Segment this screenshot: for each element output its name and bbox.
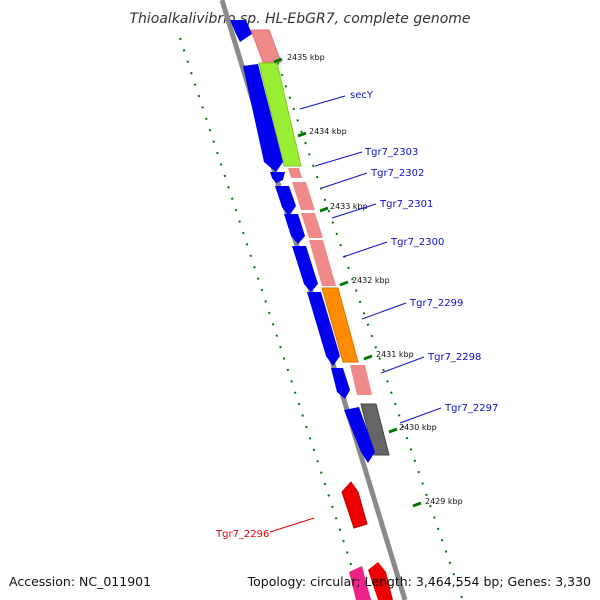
kbp-tick <box>319 206 329 213</box>
leader-line <box>314 151 363 167</box>
kbp-tick <box>412 501 422 508</box>
leader-line <box>399 407 442 424</box>
gene-label-Tgr7_2301: Tgr7_2301 <box>379 199 433 210</box>
cds-arrow <box>284 214 305 244</box>
blue-cds-track <box>230 20 375 463</box>
pink-gene-block <box>292 182 315 210</box>
leader-line <box>331 203 377 219</box>
secY-gene-block <box>258 62 302 167</box>
pink-gene-block <box>288 168 302 178</box>
gene-label-Tgr7_2298: Tgr7_2298 <box>427 352 481 363</box>
cds-arrow <box>331 368 350 399</box>
kbp-tick <box>339 280 349 287</box>
map-title: Thioalkalivibrio sp. HL-EbGR7, complete … <box>129 11 470 27</box>
kbp-scale: 2435 kbp 2434 kbp 2433 kbp 2432 kbp 2431… <box>273 53 463 508</box>
kbp-label: 2430 kbp <box>399 423 437 432</box>
leader-line <box>342 241 388 258</box>
leader-line <box>321 172 368 189</box>
kbp-label: 2429 kbp <box>425 497 463 506</box>
gene-label-Tgr7_2296: Tgr7_2296 <box>215 529 269 540</box>
kbp-tick <box>388 427 398 434</box>
cds-arrow <box>307 292 340 366</box>
leader-line <box>380 356 425 374</box>
kbp-tick <box>297 131 307 138</box>
leader-line <box>299 95 346 110</box>
leader-line <box>361 302 407 320</box>
cds-arrow <box>344 407 375 463</box>
kbp-tick <box>273 57 283 64</box>
pink-gene-block <box>250 29 282 63</box>
gene-label-Tgr7_2302: Tgr7_2302 <box>370 168 424 179</box>
cds-arrow <box>275 186 296 216</box>
red-gene-block-bottom <box>368 562 393 600</box>
kbp-label: 2431 kbp <box>376 350 414 359</box>
gene-labels: secY Tgr7_2303 Tgr7_2302 Tgr7_2301 Tgr7_… <box>215 90 498 540</box>
kbp-label: 2435 kbp <box>287 53 325 62</box>
kbp-label: 2432 kbp <box>352 276 390 285</box>
kbp-label: 2434 kbp <box>309 127 347 136</box>
orange-gene-block <box>321 287 359 363</box>
cds-arrow <box>243 64 283 172</box>
kbp-label: 2433 kbp <box>330 202 368 211</box>
cds-arrow <box>270 172 285 183</box>
red-gene-block <box>341 481 368 529</box>
pink-gene-block <box>301 213 323 238</box>
kbp-tick <box>363 354 373 361</box>
magenta-gene-block <box>349 566 371 600</box>
gene-label-Tgr7_2300: Tgr7_2300 <box>390 237 444 248</box>
leader-line-red <box>269 517 315 533</box>
pink-gene-block <box>309 240 336 286</box>
outer-dotted-ring-right <box>269 39 463 599</box>
pink-gene-track <box>250 29 372 395</box>
genome-summary-text: Topology: circular; Length: 3,464,554 bp… <box>247 574 591 589</box>
cds-arrow <box>292 246 318 292</box>
gene-label-Tgr7_2299: Tgr7_2299 <box>409 298 463 309</box>
accession-text: Accession: NC_011901 <box>9 574 151 589</box>
gene-label-secY: secY <box>350 90 374 101</box>
pink-gene-block <box>350 365 372 395</box>
cds-arrow <box>230 20 252 42</box>
gene-label-Tgr7_2303: Tgr7_2303 <box>364 147 418 158</box>
gene-label-Tgr7_2297: Tgr7_2297 <box>444 403 498 414</box>
